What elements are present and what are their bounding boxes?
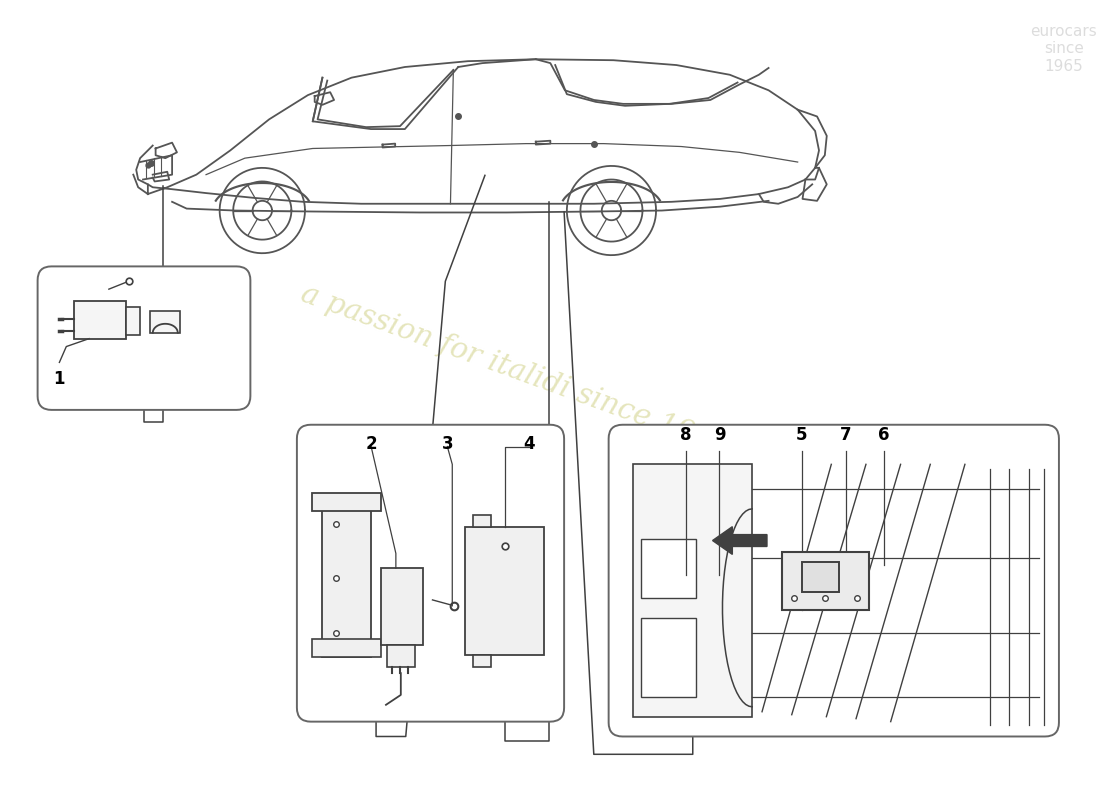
Text: 8: 8 xyxy=(680,426,692,443)
Bar xyxy=(473,515,491,526)
Bar xyxy=(641,618,695,697)
FancyBboxPatch shape xyxy=(608,425,1059,737)
Bar xyxy=(802,562,839,592)
Bar xyxy=(634,464,752,717)
Text: 1: 1 xyxy=(54,370,65,388)
Bar xyxy=(473,655,491,667)
Text: 5: 5 xyxy=(796,426,807,443)
Bar xyxy=(311,639,381,658)
Text: 6: 6 xyxy=(878,426,890,443)
Text: 4: 4 xyxy=(524,434,536,453)
Bar xyxy=(321,499,371,658)
Text: 9: 9 xyxy=(714,426,725,443)
Bar xyxy=(381,568,422,646)
Bar xyxy=(311,493,381,511)
FancyBboxPatch shape xyxy=(37,266,251,410)
Text: 2: 2 xyxy=(365,434,377,453)
Bar xyxy=(465,526,544,655)
Bar xyxy=(782,553,869,610)
Text: 7: 7 xyxy=(840,426,852,443)
Bar xyxy=(387,646,415,667)
FancyBboxPatch shape xyxy=(297,425,564,722)
Text: a passion for italidi since 1965: a passion for italidi since 1965 xyxy=(297,280,733,461)
Text: 3: 3 xyxy=(441,434,453,453)
Bar xyxy=(125,307,140,334)
Bar xyxy=(74,301,125,338)
Polygon shape xyxy=(713,526,767,554)
Text: eurocars
since
1965: eurocars since 1965 xyxy=(1031,24,1098,74)
Bar xyxy=(151,311,180,333)
Bar xyxy=(641,538,695,598)
